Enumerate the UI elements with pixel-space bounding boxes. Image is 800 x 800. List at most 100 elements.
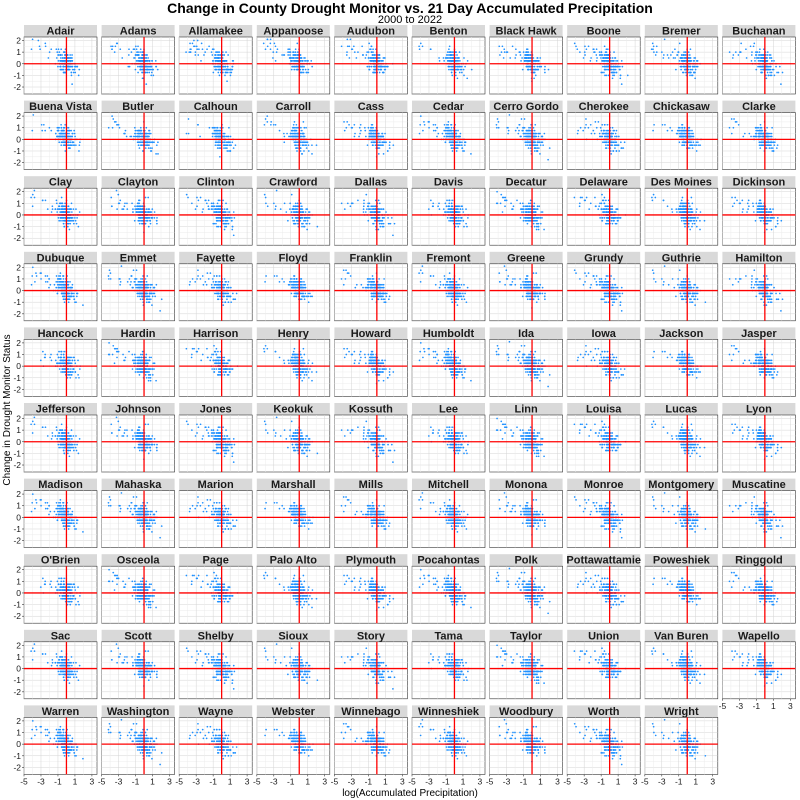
data-point (294, 129, 296, 132)
data-point (388, 141, 391, 144)
data-point (441, 132, 444, 135)
data-point (73, 129, 76, 132)
data-point (733, 118, 735, 120)
data-point (304, 144, 307, 147)
data-point (31, 38, 34, 41)
data-point (374, 71, 377, 74)
facet-plot-area (489, 36, 563, 95)
data-point (354, 132, 356, 135)
data-point (215, 57, 218, 59)
data-point (541, 135, 543, 138)
data-point (310, 60, 313, 62)
data-point (211, 126, 214, 129)
facet-clay: Clay (23, 176, 98, 246)
data-point (611, 77, 614, 80)
data-point (355, 57, 358, 59)
data-point (456, 77, 459, 80)
data-point (594, 121, 597, 123)
data-point (496, 118, 499, 120)
data-point (663, 38, 666, 41)
data-point (446, 60, 449, 62)
data-point (222, 51, 224, 53)
data-point (684, 51, 687, 53)
data-point (196, 39, 199, 42)
data-point (611, 57, 614, 59)
data-point (68, 228, 71, 231)
data-point (63, 225, 66, 228)
data-point (58, 141, 61, 144)
data-point (226, 80, 228, 83)
data-point (76, 217, 78, 219)
data-point (203, 54, 205, 56)
chart-title: Change in County Drought Monitor vs. 21 … (167, 0, 653, 16)
data-point (682, 144, 684, 147)
data-point (311, 144, 313, 147)
data-point (214, 54, 217, 56)
data-point (73, 65, 76, 68)
data-point (72, 222, 75, 225)
data-point (529, 54, 532, 56)
data-point (762, 141, 764, 144)
data-point (605, 74, 608, 77)
data-point (691, 74, 693, 77)
data-point (457, 65, 459, 68)
data-point (134, 129, 137, 132)
data-point (680, 54, 683, 56)
data-point (71, 83, 73, 85)
data-point (378, 57, 381, 59)
data-point (691, 147, 694, 149)
data-point (687, 51, 690, 53)
data-point (147, 57, 149, 59)
data-point (214, 57, 216, 59)
data-point (678, 141, 681, 144)
data-point (605, 51, 608, 53)
data-point (693, 71, 696, 74)
data-point (615, 129, 618, 132)
data-point (306, 141, 309, 144)
data-point (520, 135, 522, 138)
data-point (759, 147, 762, 149)
facet-plot-area (722, 36, 796, 95)
data-point (42, 123, 45, 126)
data-point (37, 39, 40, 42)
data-point (62, 205, 64, 208)
data-point (392, 144, 395, 147)
data-point (536, 132, 538, 135)
data-point (227, 54, 229, 56)
data-point (150, 150, 153, 152)
data-point (525, 129, 528, 132)
data-point (533, 135, 536, 138)
data-point (368, 42, 371, 45)
data-point (432, 129, 435, 132)
data-point (60, 60, 63, 62)
data-point (520, 118, 523, 120)
data-point (370, 57, 373, 59)
data-point (623, 141, 626, 144)
data-point (606, 129, 609, 132)
data-point (137, 71, 139, 74)
data-point (367, 51, 370, 53)
data-point (301, 132, 304, 135)
data-point (536, 65, 539, 68)
data-point (761, 60, 764, 62)
data-point (206, 48, 208, 51)
data-point (112, 118, 115, 120)
data-point (607, 54, 610, 56)
data-point (582, 129, 585, 132)
data-point (616, 60, 619, 62)
data-point (229, 135, 232, 138)
panel-border (334, 112, 408, 170)
data-point (495, 123, 498, 126)
data-point (458, 141, 461, 144)
data-point (31, 129, 34, 132)
facet-strip-label: Buena Vista (29, 101, 93, 113)
data-point (678, 42, 681, 45)
data-point (269, 48, 272, 51)
data-point (507, 126, 509, 129)
data-point (684, 132, 687, 135)
data-point (57, 54, 60, 56)
data-point (68, 219, 71, 222)
data-point (583, 51, 586, 53)
data-point (371, 60, 374, 62)
data-point (69, 60, 72, 62)
